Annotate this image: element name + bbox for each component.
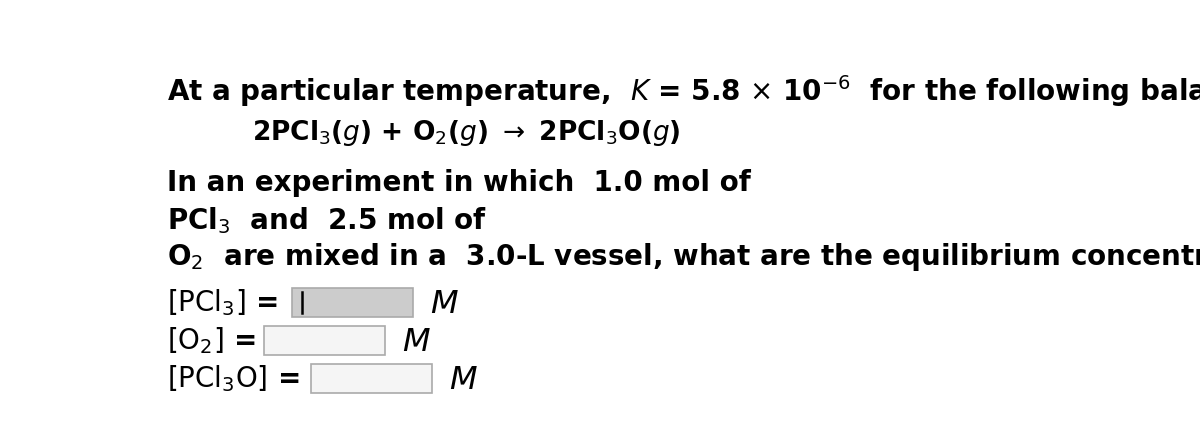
Text: $\mathit{M}$: $\mathit{M}$: [430, 289, 458, 320]
FancyBboxPatch shape: [293, 288, 413, 317]
Text: $\mathit{M}$: $\mathit{M}$: [402, 327, 431, 358]
FancyBboxPatch shape: [264, 326, 385, 355]
Text: $[\mathrm{O_2}]$ =: $[\mathrm{O_2}]$ =: [167, 326, 256, 356]
Text: PCl$_3$  and  2.5 mol of: PCl$_3$ and 2.5 mol of: [167, 205, 487, 236]
Text: At a particular temperature,  $\mathit{K}$ = 5.8 $\times$ 10$^{-6}$  for the fol: At a particular temperature, $\mathit{K}…: [167, 73, 1200, 109]
Text: In an experiment in which  1.0 mol of: In an experiment in which 1.0 mol of: [167, 169, 751, 197]
Text: $[\mathrm{PCl_3O}]$ =: $[\mathrm{PCl_3O}]$ =: [167, 364, 300, 394]
FancyBboxPatch shape: [311, 364, 432, 393]
Text: O$_2$  are mixed in a  3.0-L vessel, what are the equilibrium concentrations of : O$_2$ are mixed in a 3.0-L vessel, what …: [167, 242, 1200, 273]
Text: $\mathit{M}$: $\mathit{M}$: [449, 366, 478, 396]
Text: 2PCl$_3$($g$) + O$_2$($g$) $\rightarrow$ 2PCl$_3$O($g$): 2PCl$_3$($g$) + O$_2$($g$) $\rightarrow$…: [252, 118, 682, 148]
Text: $[\mathrm{PCl_3}]$ =: $[\mathrm{PCl_3}]$ =: [167, 288, 277, 318]
